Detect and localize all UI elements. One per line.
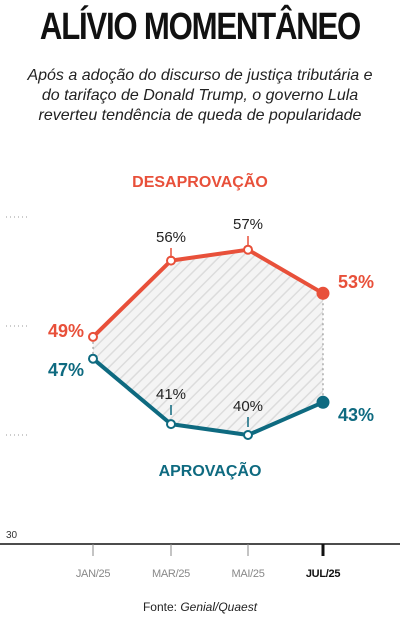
subtitle: Após a adoção do discurso de justiça tri… [27, 67, 373, 124]
source-note: Fonte: Genial/Quaest [0, 600, 400, 614]
x-tick-label: MAI/25 [231, 568, 264, 580]
data-label: 57% [233, 216, 263, 233]
data-point-desaprovacao [88, 331, 98, 342]
source-name: Genial/Quaest [180, 600, 258, 614]
series-label-desaprovacao: DESAPROVAÇÃO [132, 171, 268, 191]
data-label: 43% [338, 405, 374, 425]
data-label: 53% [338, 272, 374, 292]
series-line-desaprovacao [91, 247, 325, 339]
page-title: ALÍVIO MOMENTÂNEO [39, 6, 361, 48]
gap-area [93, 249, 323, 435]
data-point-aprovacao [243, 430, 253, 440]
data-label: 47% [48, 360, 84, 380]
series-line-aprovacao [91, 357, 324, 437]
x-tick-label: JAN/25 [76, 568, 110, 580]
data-point-aprovacao [166, 419, 176, 430]
data-label: 49% [48, 321, 84, 341]
data-label: 56% [156, 229, 186, 246]
x-tick-label: JUL/25 [306, 568, 340, 580]
x-tick-label: MAR/25 [152, 568, 190, 580]
data-point-aprovacao [88, 353, 98, 364]
data-point-desaprovacao [316, 286, 330, 300]
data-label: 41% [156, 386, 186, 403]
series-label-aprovacao: APROVAÇÃO [159, 460, 262, 480]
y-tick-label: 30 [6, 530, 18, 541]
data-label: 40% [233, 398, 263, 415]
source-prefix: Fonte: [142, 600, 181, 614]
data-point-aprovacao [316, 395, 330, 409]
data-point-desaprovacao [243, 244, 253, 255]
